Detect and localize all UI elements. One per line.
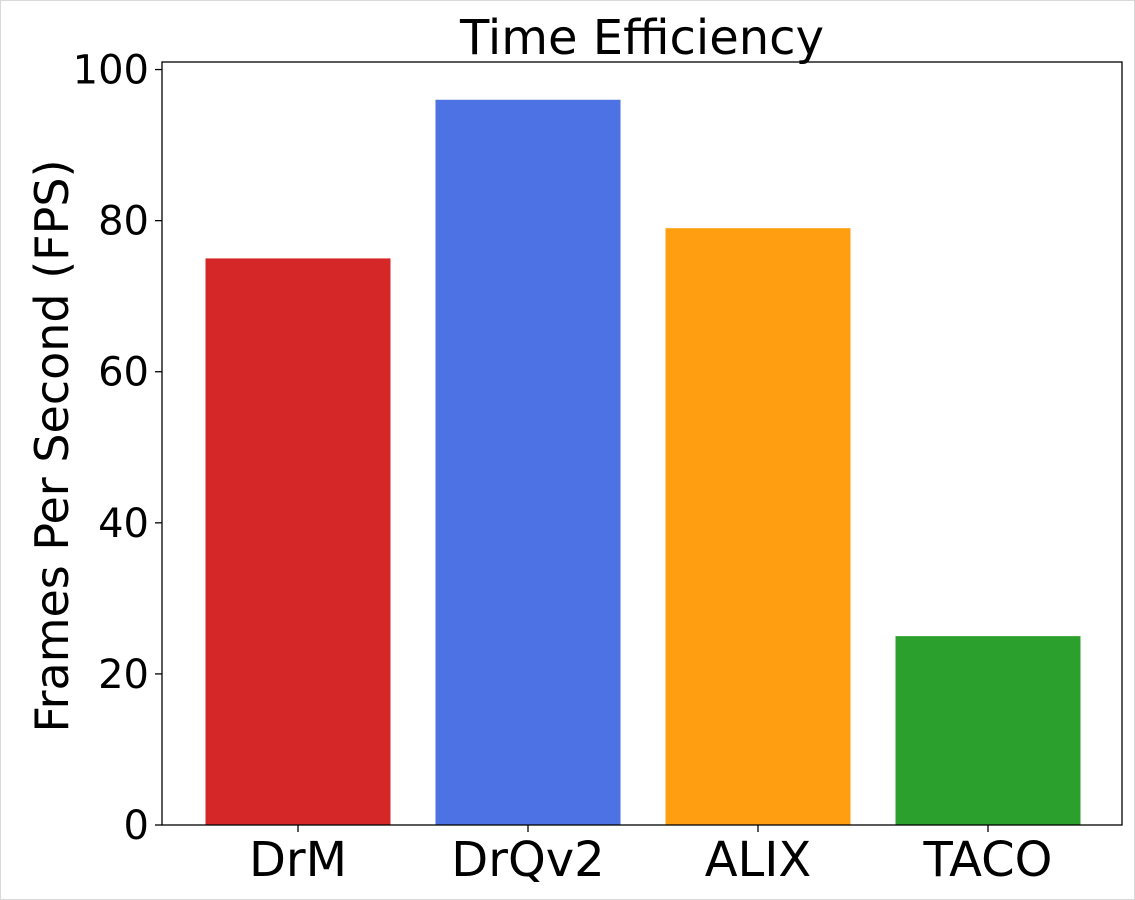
y-tick-label: 40 [98, 501, 149, 547]
x-ticks-layer: DrM DrQv2 ALIX TACO [249, 825, 1053, 888]
bars-layer [205, 99, 1081, 826]
x-tick-label-taco: TACO [923, 832, 1053, 888]
x-tick-label-alix: ALIX [705, 832, 812, 888]
bar-drm [205, 258, 391, 825]
y-tick-label: 100 [73, 48, 149, 94]
bar-drqv2 [435, 99, 621, 825]
chart-title: Time Efficiency [459, 10, 824, 66]
bar-alix [665, 228, 851, 826]
y-tick-label: 20 [98, 652, 149, 698]
x-tick-label-drm: DrM [249, 832, 347, 888]
x-tick-label-drqv2: DrQv2 [451, 832, 604, 888]
plot-frame [161, 61, 1123, 826]
y-tick-label: 60 [98, 350, 149, 396]
y-axis-label: Frames Per Second (FPS) [25, 159, 79, 732]
y-tick-label: 80 [98, 199, 149, 245]
bar-taco [895, 636, 1081, 825]
y-ticks-layer: 0 20 40 60 80 100 [73, 48, 162, 849]
y-tick-label: 0 [124, 803, 149, 849]
